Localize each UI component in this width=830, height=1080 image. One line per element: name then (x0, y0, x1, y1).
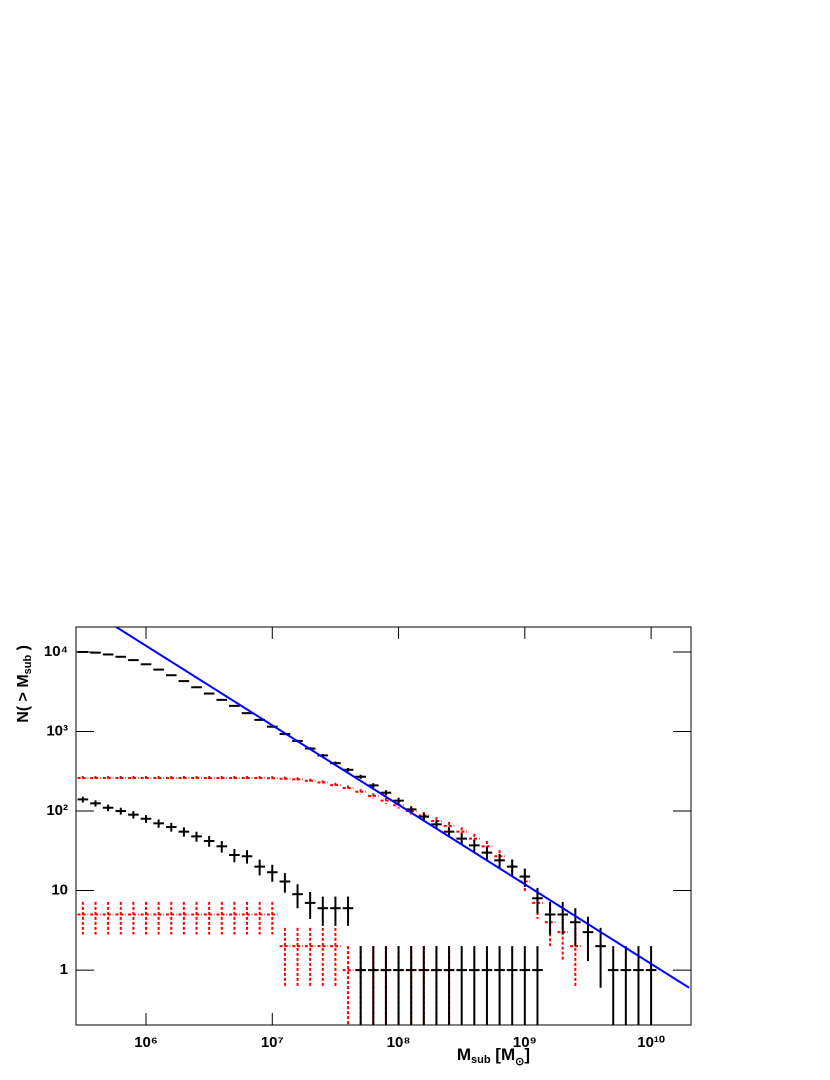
x-axis-label: Msub [M⊙] (457, 1045, 530, 1067)
frame (75, 626, 692, 1026)
x-label-unit-sub: ⊙ (515, 1056, 524, 1068)
y-tick-label: 10² (46, 802, 68, 819)
y-tick-label: 10³ (46, 722, 68, 739)
y-tick-label: 1 (60, 961, 68, 978)
x-tick-label: 10⁸ (387, 1034, 411, 1051)
x-tick-label: 10⁷ (261, 1034, 284, 1051)
x-tick-label: 10⁹ (513, 1034, 537, 1051)
x-label-main: M (457, 1045, 471, 1064)
x-label-sub: sub (471, 1054, 491, 1066)
x-tick-label: 10⁶ (134, 1034, 158, 1051)
x-label-unit: [M (491, 1045, 516, 1064)
y-axis-label: N( > Msub ) (15, 645, 34, 723)
y-tick-label: 10 (51, 882, 68, 899)
y-label-end: ) (15, 645, 32, 655)
axes: 10⁶ 10⁷ 10⁸ 10⁹ 10¹⁰ 1 10 10² 10³ 10⁴ (44, 627, 691, 1051)
fit-line (114, 627, 690, 989)
x-tick-label: 10¹⁰ (637, 1034, 665, 1051)
y-label-sub: sub (22, 655, 34, 675)
y-label-main: N( > M (15, 674, 32, 722)
x-label-end: ] (524, 1045, 530, 1064)
y-tick-label: 10⁴ (44, 643, 68, 660)
plot-area (77, 627, 690, 1025)
